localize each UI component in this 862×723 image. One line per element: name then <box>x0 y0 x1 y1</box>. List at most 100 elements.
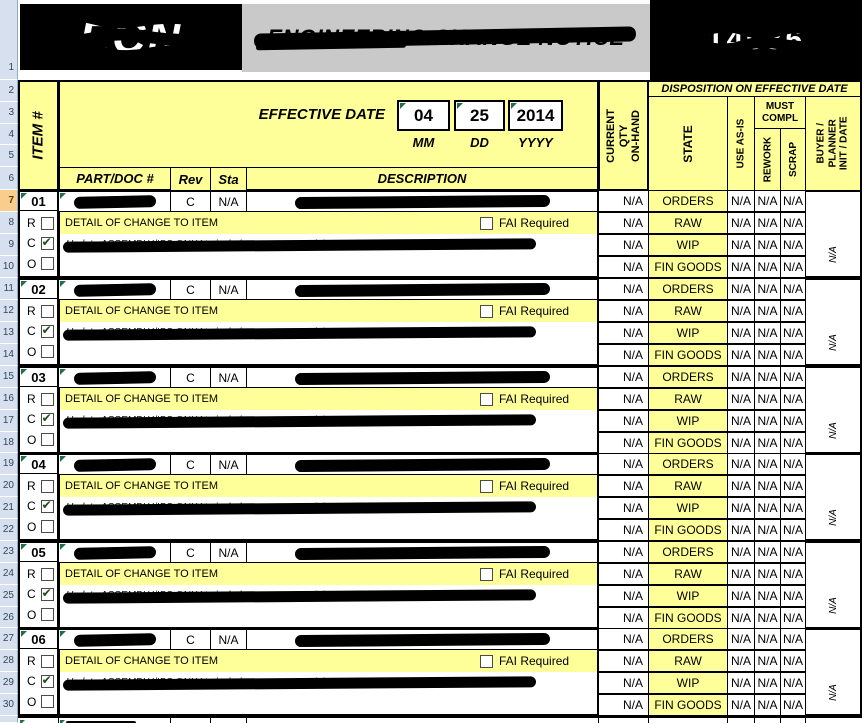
row-header-13[interactable]: 13 <box>0 322 18 344</box>
sta-cell[interactable]: N/A <box>210 366 247 388</box>
qty-cell[interactable]: N/A <box>598 388 649 410</box>
scrap-cell[interactable]: N/A <box>780 410 806 432</box>
use-as-is-cell[interactable]: N/A <box>727 190 755 212</box>
description-cell[interactable] <box>246 366 599 388</box>
effective-date-yyyy-field[interactable]: 2014 <box>508 100 563 131</box>
description-cell[interactable] <box>246 541 599 563</box>
detail-of-change-area[interactable]: DETAIL OF CHANGE TO ITEM FAI Required Up… <box>58 211 599 278</box>
row-header-14[interactable]: 14 <box>0 344 18 366</box>
use-as-is-cell[interactable]: N/A <box>727 366 755 388</box>
rework-cell[interactable]: N/A <box>754 410 781 432</box>
row-header-17[interactable]: 17 <box>0 410 18 432</box>
rework-cell[interactable]: N/A <box>754 256 781 278</box>
part-doc-cell[interactable] <box>58 190 171 212</box>
use-as-is-cell[interactable]: N/A <box>727 672 755 694</box>
use-as-is-cell[interactable]: N/A <box>727 453 755 475</box>
state-cell[interactable]: FIN GOODS <box>648 344 728 366</box>
effective-date-dd-field[interactable]: 25 <box>454 100 505 131</box>
qty-cell[interactable]: N/A <box>598 432 649 454</box>
use-as-is-cell[interactable]: N/A <box>727 278 755 300</box>
o-checkbox[interactable] <box>41 345 55 359</box>
part-doc-cell[interactable] <box>58 278 171 300</box>
sta-cell[interactable]: N/A <box>210 453 247 475</box>
qty-cell[interactable]: N/A <box>598 344 649 366</box>
state-cell[interactable]: WIP <box>648 672 728 694</box>
rev-cell[interactable]: C <box>170 278 211 300</box>
qty-cell[interactable]: N/A <box>598 541 649 563</box>
state-cell[interactable]: FIN GOODS <box>648 607 728 629</box>
use-as-is-cell[interactable]: N/A <box>727 256 755 278</box>
use-as-is-cell[interactable]: N/A <box>727 410 755 432</box>
state-cell[interactable]: ORDERS <box>648 541 728 563</box>
row-header-10[interactable]: 10 <box>0 256 18 278</box>
qty-cell[interactable]: N/A <box>598 190 649 212</box>
rev-cell[interactable]: C <box>170 628 211 650</box>
row-header-2[interactable]: 2 <box>0 80 18 102</box>
qty-cell[interactable]: N/A <box>598 212 649 234</box>
state-cell[interactable]: FIN GOODS <box>648 432 728 454</box>
r-checkbox[interactable] <box>40 216 54 230</box>
rework-cell[interactable]: N/A <box>754 563 781 585</box>
c-checkbox[interactable] <box>40 411 54 426</box>
row-header-30[interactable]: 30 <box>0 694 18 716</box>
description-cell[interactable] <box>246 453 599 475</box>
scrap-cell[interactable]: N/A <box>780 519 806 541</box>
row-header-12[interactable]: 12 <box>0 300 18 322</box>
state-cell[interactable]: ORDERS <box>648 366 728 388</box>
state-cell[interactable]: ORDERS <box>648 278 728 300</box>
use-as-is-cell[interactable]: N/A <box>727 432 755 454</box>
scrap-cell[interactable]: N/A <box>780 607 806 629</box>
row-header-1[interactable]: 1 <box>0 0 18 80</box>
row-header-15[interactable]: 15 <box>0 366 18 388</box>
qty-cell[interactable]: N/A <box>598 300 649 322</box>
row-header-26[interactable]: 26 <box>0 607 18 628</box>
qty-cell[interactable]: N/A <box>598 256 649 278</box>
rework-cell[interactable]: N/A <box>754 694 781 716</box>
use-as-is-cell[interactable]: N/A <box>727 628 755 650</box>
scrap-cell[interactable]: N/A <box>780 234 806 256</box>
rev-cell[interactable]: C <box>170 541 211 563</box>
qty-cell[interactable]: N/A <box>598 453 649 475</box>
scrap-cell[interactable]: N/A <box>780 475 806 497</box>
scrap-cell[interactable]: N/A <box>780 432 806 454</box>
state-cell[interactable]: ORDERS <box>648 190 728 212</box>
item-number-cell[interactable]: 06 <box>18 628 59 650</box>
o-checkbox[interactable] <box>41 695 55 709</box>
row-header-23[interactable]: 23 <box>0 541 18 563</box>
c-checkbox[interactable] <box>40 235 54 250</box>
state-cell[interactable]: ORDERS <box>648 453 728 475</box>
state-cell[interactable]: WIP <box>648 410 728 432</box>
use-as-is-cell[interactable]: N/A <box>727 388 755 410</box>
scrap-cell[interactable]: N/A <box>780 650 806 672</box>
qty-cell[interactable]: N/A <box>598 519 649 541</box>
row-header-5[interactable]: 5 <box>0 145 18 167</box>
rev-cell[interactable]: C <box>170 366 211 388</box>
row-header-7[interactable]: 7 <box>0 190 18 212</box>
r-checkbox[interactable] <box>40 304 54 318</box>
state-cell[interactable]: ORDERS <box>648 628 728 650</box>
row-header-9[interactable]: 9 <box>0 234 18 256</box>
use-as-is-cell[interactable]: N/A <box>727 234 755 256</box>
scrap-cell[interactable]: N/A <box>780 322 806 344</box>
row-header-3[interactable]: 3 <box>0 102 18 124</box>
item-number-cell[interactable]: 05 <box>18 541 59 563</box>
item-number-cell[interactable]: 02 <box>18 278 59 300</box>
row-header-22[interactable]: 22 <box>0 519 18 541</box>
qty-cell[interactable]: N/A <box>598 366 649 388</box>
state-cell[interactable]: FIN GOODS <box>648 256 728 278</box>
rework-cell[interactable]: N/A <box>754 190 781 212</box>
detail-of-change-area[interactable]: DETAIL OF CHANGE TO ITEM FAI Required Up… <box>58 299 599 366</box>
row-header-6[interactable]: 6 <box>0 167 18 190</box>
fai-required-checkbox[interactable] <box>480 479 493 493</box>
rework-cell[interactable]: N/A <box>754 278 781 300</box>
rework-cell[interactable]: N/A <box>754 366 781 388</box>
rework-cell[interactable]: N/A <box>754 300 781 322</box>
scrap-cell[interactable]: N/A <box>780 628 806 650</box>
o-checkbox[interactable] <box>41 257 55 271</box>
row-header-4[interactable]: 4 <box>0 124 18 145</box>
rework-cell[interactable]: N/A <box>754 519 781 541</box>
qty-cell[interactable]: N/A <box>598 322 649 344</box>
use-as-is-cell[interactable]: N/A <box>727 212 755 234</box>
scrap-cell[interactable]: N/A <box>780 190 806 212</box>
r-checkbox[interactable] <box>40 479 54 493</box>
